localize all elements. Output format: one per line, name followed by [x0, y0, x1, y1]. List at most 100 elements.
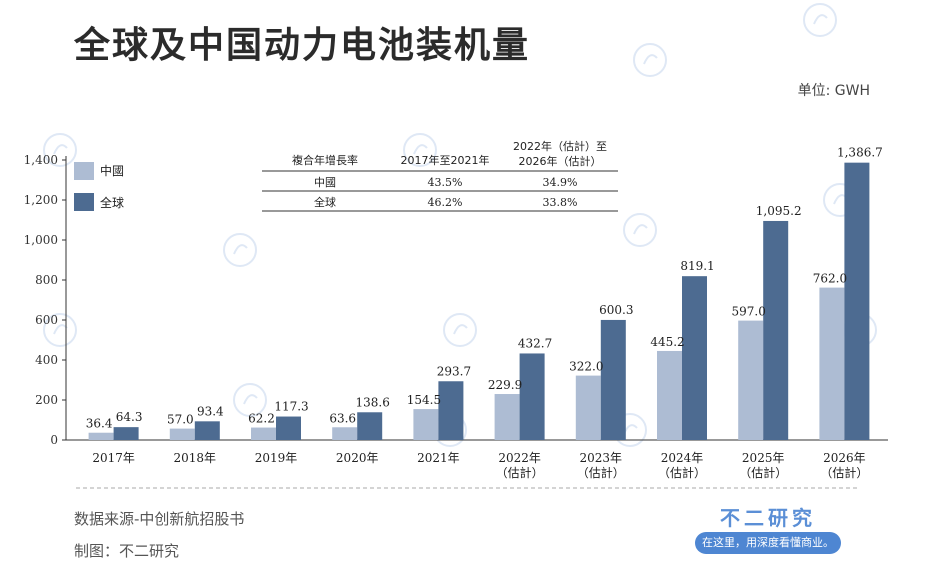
- x-tick-label: 2023年: [580, 451, 623, 465]
- data-label-global: 293.7: [437, 364, 471, 378]
- watermark-mark: [623, 213, 657, 247]
- table-header-label: 複合年增長率: [292, 153, 358, 167]
- watermark-mark: [443, 313, 477, 347]
- watermark-mark: [633, 43, 667, 77]
- watermark-stroke: [243, 394, 258, 405]
- watermark-stroke: [633, 224, 648, 235]
- bar-china: [413, 409, 439, 440]
- table-header-period1: 2017年至2021年: [401, 153, 490, 167]
- data-label-global: 117.3: [274, 400, 308, 414]
- table-row-label: 全球: [314, 195, 336, 209]
- brand-logo: 不二研究 在这里，用深度看懂商业。: [689, 502, 847, 560]
- bar-global: [276, 416, 301, 440]
- data-label-china: 597.0: [732, 305, 766, 319]
- watermark-stroke: [453, 324, 468, 335]
- data-label-china: 322.0: [569, 360, 603, 374]
- data-label-global: 432.7: [518, 336, 552, 350]
- bar-china: [169, 428, 195, 440]
- watermark-mark: [43, 313, 77, 347]
- bar-global: [763, 220, 789, 440]
- data-label-global: 93.4: [197, 404, 224, 418]
- table-cell-period1: 43.5%: [428, 176, 463, 189]
- data-label-china: 762.0: [813, 272, 847, 286]
- data-label-china: 62.2: [248, 412, 275, 426]
- y-tick-label: 1,400: [24, 153, 58, 167]
- watermark-mark: [223, 233, 257, 267]
- data-label-china: 154.5: [407, 393, 441, 407]
- watermark-stroke: [623, 424, 638, 435]
- x-tick-label: （估計）: [820, 465, 868, 480]
- bar-china: [575, 375, 601, 440]
- y-tick-label: 1,000: [24, 233, 58, 247]
- watermark-stroke: [233, 244, 248, 255]
- data-label-global: 1,386.7: [837, 146, 883, 160]
- x-tick-label: 2018年: [174, 451, 217, 465]
- x-tick-label: 2019年: [255, 451, 298, 465]
- data-label-china: 63.6: [329, 411, 356, 425]
- data-label-china: 229.9: [488, 378, 522, 392]
- bar-global: [113, 427, 139, 440]
- x-tick-label: （估計）: [739, 465, 787, 480]
- y-tick-label: 800: [35, 273, 58, 287]
- watermark-mark: [43, 133, 77, 167]
- table-header-period2-line1: 2022年（估計）至: [513, 139, 607, 153]
- data-label-global: 138.6: [356, 395, 390, 409]
- data-label-global: 1,095.2: [756, 204, 802, 218]
- chart-bars: [88, 162, 870, 440]
- bar-global: [600, 319, 626, 440]
- brand-slogan: 在这里，用深度看懂商业。: [695, 532, 841, 554]
- table-cell-period2: 33.8%: [543, 196, 578, 209]
- x-tick-label: 2021年: [417, 451, 460, 465]
- x-tick-label: 2026年: [823, 451, 866, 465]
- source-note: 数据来源-中创新航招股书: [74, 510, 245, 528]
- watermark-mark: [403, 133, 437, 167]
- x-tick-label: （估計）: [658, 465, 706, 480]
- bar-global: [682, 276, 707, 440]
- bar-global: [844, 162, 870, 440]
- bar-china: [819, 287, 845, 440]
- y-tick-label: 600: [35, 313, 58, 327]
- table-cell-period1: 46.2%: [428, 196, 463, 209]
- bar-china: [88, 432, 114, 440]
- watermark-stroke: [813, 14, 828, 25]
- bar-china: [332, 427, 358, 440]
- data-label-china: 57.0: [167, 413, 194, 427]
- watermark-stroke: [53, 144, 68, 155]
- y-tick-label: 200: [35, 393, 58, 407]
- credit-note: 制图：不二研究: [74, 542, 180, 560]
- table-cell-period2: 34.9%: [543, 176, 578, 189]
- watermark-stroke: [643, 54, 658, 65]
- bar-china: [494, 394, 520, 440]
- y-tick-label: 1,200: [24, 193, 58, 207]
- unit-label: 单位: GWH: [797, 83, 870, 99]
- x-tick-label: （估計）: [496, 465, 544, 480]
- x-tick-label: 2017年: [92, 451, 135, 465]
- watermark-mark: [233, 383, 267, 417]
- bar-chart: 0 200 400 600 800 1,000 1,200 1,400 36.4 64.3 201…: [24, 3, 888, 489]
- bar-global: [357, 412, 383, 440]
- x-tick-label: 2020年: [336, 451, 379, 465]
- data-label-global: 600.3: [599, 303, 633, 317]
- bar-china: [738, 320, 764, 440]
- data-label-global: 819.1: [680, 259, 714, 273]
- legend-label-global: 全球: [100, 195, 124, 210]
- legend-swatch-global: [74, 193, 94, 211]
- x-tick-label: 2025年: [742, 451, 785, 465]
- bar-global: [438, 381, 464, 440]
- x-tick-label: （估計）: [577, 465, 625, 480]
- data-label-global: 64.3: [116, 410, 143, 424]
- bar-global: [194, 421, 220, 440]
- data-label-china: 445.2: [650, 335, 684, 349]
- brand-name: 不二研究: [720, 506, 816, 530]
- page-title: 全球及中国动力电池装机量: [74, 25, 531, 66]
- legend-label-china: 中國: [100, 163, 124, 178]
- watermark-stroke: [413, 144, 428, 155]
- x-tick-label: 2024年: [661, 451, 704, 465]
- watermark-mark: [803, 3, 837, 37]
- data-label-china: 36.4: [86, 417, 113, 431]
- legend-swatch-china: [74, 162, 94, 180]
- table-row-label: 中國: [314, 176, 336, 189]
